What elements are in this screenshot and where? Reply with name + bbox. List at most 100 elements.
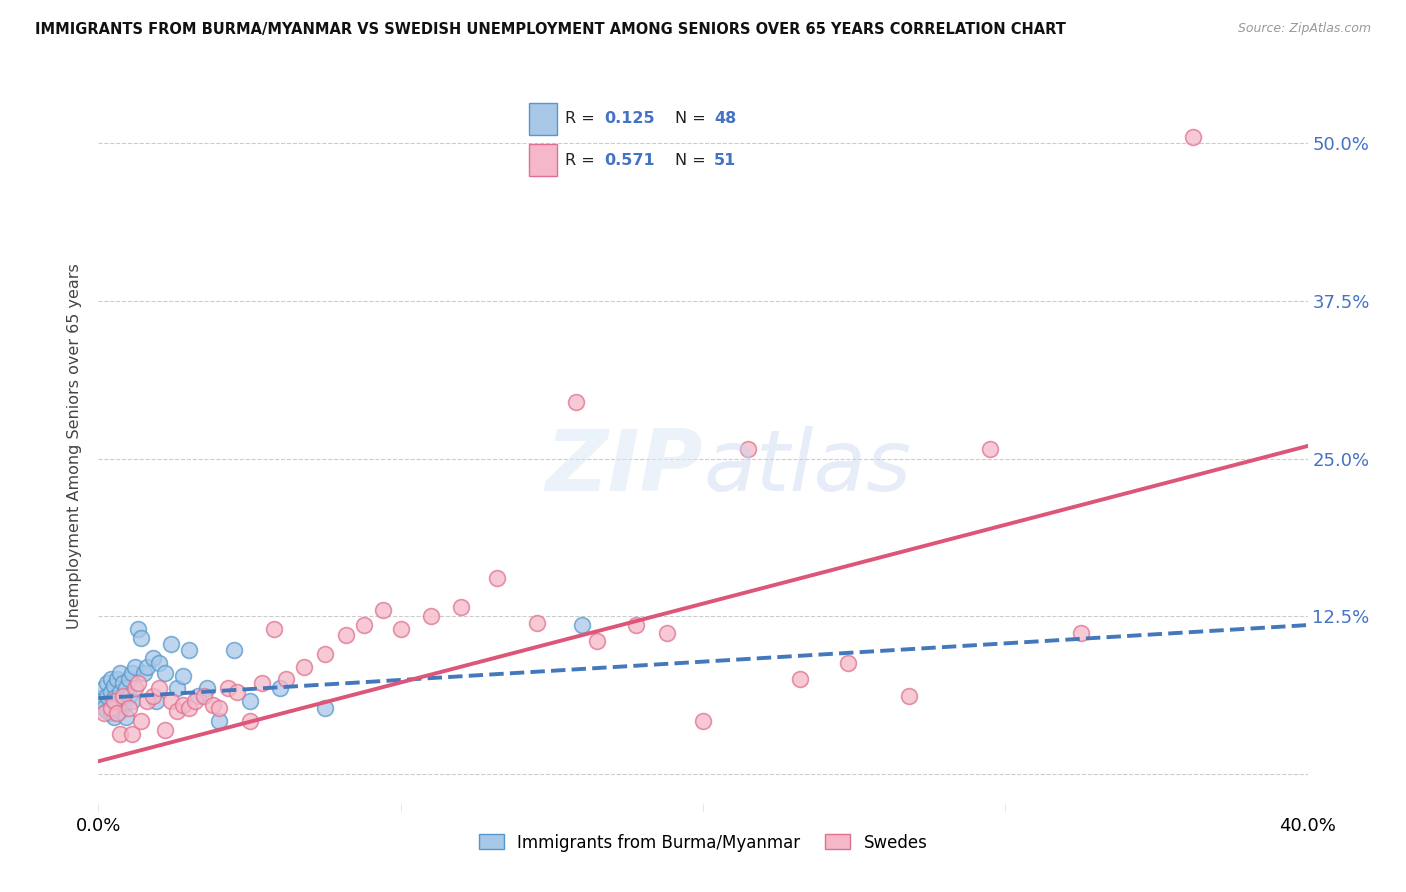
Point <box>127 676 149 690</box>
Point <box>124 659 146 673</box>
Point <box>103 679 125 693</box>
Point <box>145 694 167 708</box>
Point <box>96 676 118 690</box>
Point <box>208 701 231 715</box>
Point <box>93 694 115 708</box>
Point <box>105 706 128 721</box>
Point <box>239 694 262 708</box>
Text: atlas: atlas <box>703 426 911 509</box>
Point <box>160 637 183 651</box>
Point <box>1181 130 1204 145</box>
Point <box>90 691 112 706</box>
Point <box>129 714 152 728</box>
Point <box>195 681 218 695</box>
FancyBboxPatch shape <box>529 103 557 136</box>
Point <box>103 691 125 706</box>
Text: IMMIGRANTS FROM BURMA/MYANMAR VS SWEDISH UNEMPLOYMENT AMONG SENIORS OVER 65 YEAR: IMMIGRANTS FROM BURMA/MYANMAR VS SWEDISH… <box>35 22 1066 37</box>
Point <box>179 701 201 715</box>
Point <box>217 681 239 695</box>
Point <box>571 618 593 632</box>
Point <box>335 628 357 642</box>
Point <box>96 689 118 703</box>
Point <box>108 726 131 740</box>
Point <box>108 665 131 680</box>
Point <box>389 622 412 636</box>
Point <box>124 681 146 695</box>
Point <box>93 681 115 695</box>
Point <box>172 668 194 682</box>
Point <box>105 694 128 708</box>
Point <box>111 689 134 703</box>
Point <box>100 706 122 721</box>
Text: N =: N = <box>675 153 711 169</box>
Point <box>105 673 128 687</box>
Point <box>142 651 165 665</box>
Point <box>90 698 112 712</box>
Text: R =: R = <box>565 111 600 126</box>
Point <box>121 694 143 708</box>
Point <box>263 622 285 636</box>
Point <box>979 442 1001 456</box>
Point <box>187 689 209 703</box>
Point <box>565 395 588 409</box>
Point <box>837 656 859 670</box>
Point <box>172 698 194 712</box>
Point <box>526 615 548 630</box>
Legend: Immigrants from Burma/Myanmar, Swedes: Immigrants from Burma/Myanmar, Swedes <box>472 827 934 858</box>
Point <box>789 673 811 687</box>
Point <box>450 600 472 615</box>
Point <box>626 618 648 632</box>
Point <box>224 643 246 657</box>
Point <box>486 571 509 585</box>
Point <box>100 673 122 687</box>
Point <box>184 694 207 708</box>
Point <box>239 714 262 728</box>
Text: N =: N = <box>675 111 711 126</box>
Point <box>166 681 188 695</box>
Point <box>692 714 714 728</box>
Point <box>148 681 170 695</box>
Text: R =: R = <box>565 153 600 169</box>
Point <box>103 710 125 724</box>
Point <box>132 665 155 680</box>
Point <box>142 689 165 703</box>
Point <box>114 681 136 695</box>
Point <box>93 701 115 715</box>
Point <box>371 603 394 617</box>
Point <box>111 676 134 690</box>
Text: 0.571: 0.571 <box>605 153 655 169</box>
Point <box>103 694 125 708</box>
Point <box>226 685 249 699</box>
Point <box>111 698 134 712</box>
Point <box>208 714 231 728</box>
Point <box>108 685 131 699</box>
Point <box>121 726 143 740</box>
Point <box>1070 625 1092 640</box>
Point <box>100 701 122 715</box>
Point <box>118 673 141 687</box>
Point <box>314 701 336 715</box>
Point <box>179 643 201 657</box>
Point <box>129 631 152 645</box>
Point <box>160 694 183 708</box>
FancyBboxPatch shape <box>529 144 557 176</box>
Point <box>193 689 215 703</box>
Point <box>250 676 273 690</box>
Text: 48: 48 <box>714 111 737 126</box>
Text: 0.125: 0.125 <box>605 111 655 126</box>
Point <box>420 609 443 624</box>
Text: 51: 51 <box>714 153 737 169</box>
Point <box>118 701 141 715</box>
Point <box>93 706 115 721</box>
Y-axis label: Unemployment Among Seniors over 65 years: Unemployment Among Seniors over 65 years <box>67 263 83 629</box>
Point <box>114 710 136 724</box>
Point <box>202 698 225 712</box>
Point <box>292 659 315 673</box>
Point <box>269 681 291 695</box>
Point <box>586 634 609 648</box>
Point <box>166 704 188 718</box>
Point <box>127 622 149 636</box>
Point <box>655 625 678 640</box>
Point <box>135 694 157 708</box>
Point <box>118 689 141 703</box>
